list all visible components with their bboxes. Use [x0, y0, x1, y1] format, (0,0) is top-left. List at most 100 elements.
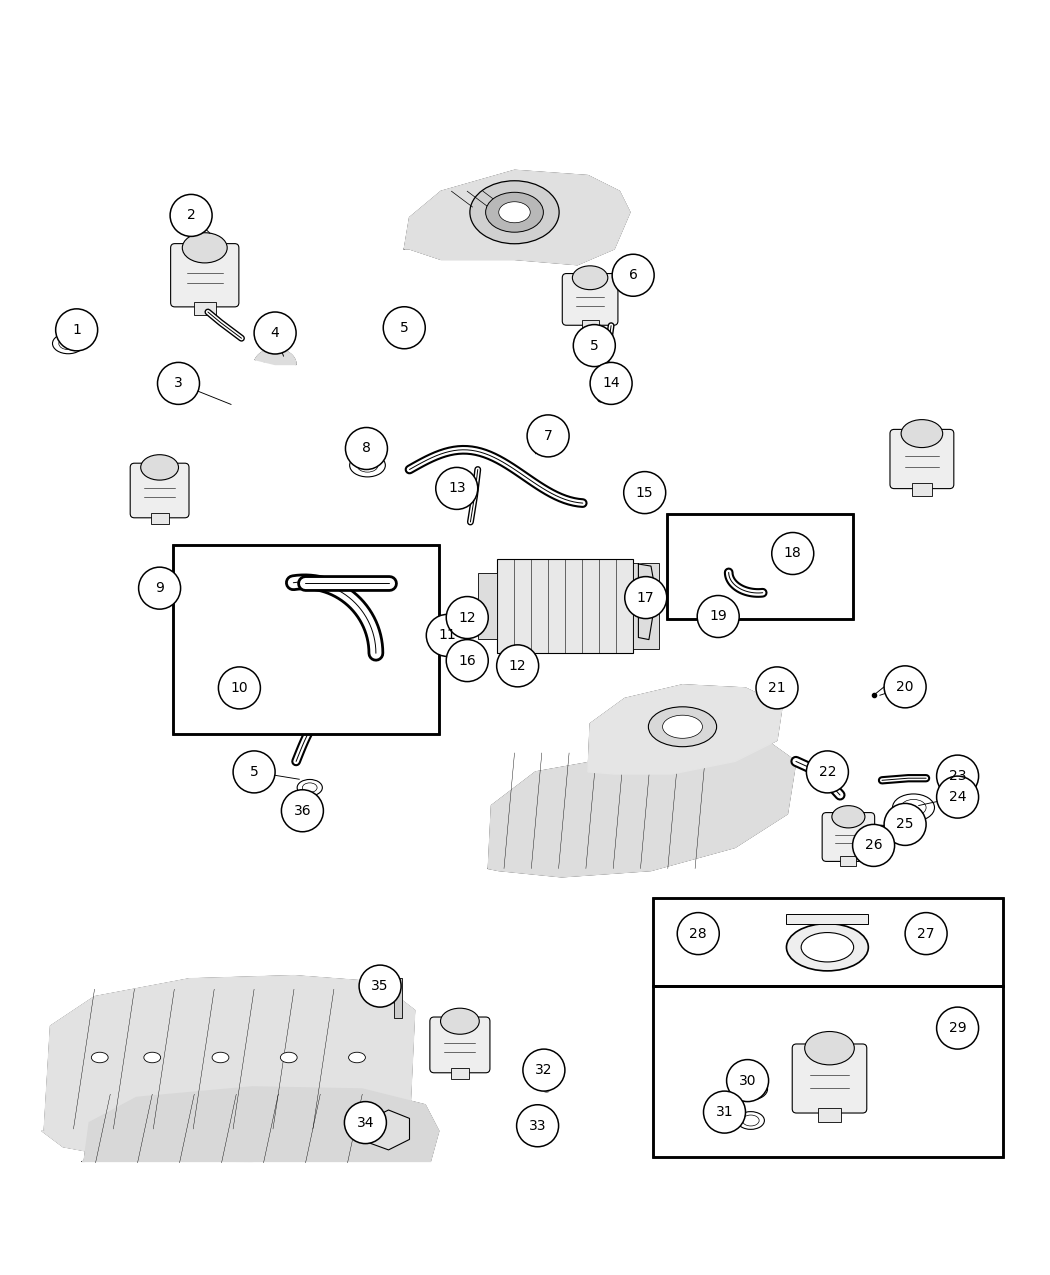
- Circle shape: [527, 414, 569, 456]
- Circle shape: [624, 472, 666, 514]
- Bar: [497, 558, 633, 653]
- Text: 2: 2: [187, 208, 195, 222]
- Bar: [911, 483, 932, 496]
- Text: 15: 15: [636, 486, 653, 500]
- Ellipse shape: [485, 193, 544, 232]
- Bar: [478, 572, 497, 639]
- Circle shape: [772, 533, 814, 575]
- Text: 5: 5: [400, 321, 408, 335]
- Text: 28: 28: [690, 927, 707, 941]
- Ellipse shape: [141, 455, 179, 481]
- FancyBboxPatch shape: [890, 430, 953, 488]
- Bar: [653, 986, 1003, 1158]
- Text: 16: 16: [459, 654, 476, 668]
- Ellipse shape: [220, 676, 258, 700]
- Ellipse shape: [649, 706, 716, 747]
- Circle shape: [853, 825, 895, 867]
- Ellipse shape: [786, 923, 868, 970]
- Polygon shape: [362, 1111, 410, 1150]
- Circle shape: [937, 776, 979, 819]
- Text: 35: 35: [372, 979, 388, 993]
- Ellipse shape: [663, 715, 702, 738]
- Ellipse shape: [350, 454, 385, 477]
- Polygon shape: [638, 564, 656, 640]
- Bar: [667, 514, 853, 618]
- Ellipse shape: [357, 459, 378, 472]
- Circle shape: [426, 615, 468, 657]
- Circle shape: [884, 666, 926, 708]
- Circle shape: [497, 645, 539, 687]
- Polygon shape: [488, 741, 796, 877]
- FancyBboxPatch shape: [563, 274, 618, 325]
- Ellipse shape: [740, 1082, 761, 1095]
- Circle shape: [517, 1104, 559, 1146]
- Circle shape: [383, 307, 425, 349]
- Ellipse shape: [892, 794, 934, 821]
- Ellipse shape: [302, 783, 317, 793]
- Text: 20: 20: [897, 680, 914, 694]
- Text: 25: 25: [897, 817, 914, 831]
- Ellipse shape: [580, 346, 601, 358]
- Circle shape: [523, 1049, 565, 1091]
- Ellipse shape: [349, 1052, 365, 1063]
- Bar: [173, 546, 439, 734]
- Ellipse shape: [59, 338, 78, 349]
- Ellipse shape: [804, 1031, 855, 1065]
- Text: 24: 24: [949, 790, 966, 805]
- Text: 17: 17: [637, 590, 654, 604]
- Polygon shape: [82, 1086, 439, 1162]
- Ellipse shape: [395, 332, 407, 339]
- Ellipse shape: [584, 348, 596, 356]
- Bar: [194, 302, 215, 315]
- Text: 6: 6: [629, 268, 637, 282]
- Polygon shape: [255, 349, 296, 365]
- Circle shape: [158, 362, 200, 404]
- Polygon shape: [588, 685, 782, 774]
- Polygon shape: [404, 171, 630, 265]
- FancyBboxPatch shape: [793, 1044, 867, 1113]
- Bar: [667, 514, 853, 618]
- Ellipse shape: [297, 779, 322, 796]
- Text: 31: 31: [716, 1105, 733, 1119]
- Circle shape: [56, 309, 98, 351]
- Ellipse shape: [901, 799, 926, 816]
- Text: 18: 18: [784, 547, 801, 561]
- Text: 32: 32: [536, 1063, 552, 1077]
- Ellipse shape: [801, 932, 854, 961]
- Circle shape: [806, 751, 848, 793]
- Ellipse shape: [742, 1116, 759, 1126]
- Bar: [653, 898, 1003, 986]
- Circle shape: [359, 965, 401, 1007]
- Text: 19: 19: [710, 609, 727, 623]
- FancyBboxPatch shape: [429, 1017, 490, 1072]
- Ellipse shape: [734, 1079, 768, 1100]
- Bar: [150, 513, 169, 524]
- Ellipse shape: [228, 681, 251, 695]
- Ellipse shape: [183, 233, 227, 263]
- FancyBboxPatch shape: [822, 812, 875, 862]
- Circle shape: [233, 751, 275, 793]
- Bar: [818, 1108, 841, 1122]
- Text: 29: 29: [949, 1021, 966, 1035]
- Text: 22: 22: [819, 765, 836, 779]
- Ellipse shape: [572, 265, 608, 289]
- Circle shape: [218, 667, 260, 709]
- Ellipse shape: [737, 1112, 764, 1130]
- Bar: [394, 978, 402, 1017]
- Circle shape: [281, 789, 323, 831]
- Bar: [633, 564, 659, 649]
- Circle shape: [436, 468, 478, 510]
- Bar: [450, 1067, 469, 1079]
- Ellipse shape: [390, 328, 413, 343]
- Circle shape: [573, 325, 615, 367]
- Text: 7: 7: [544, 428, 552, 442]
- Ellipse shape: [91, 1052, 108, 1063]
- FancyBboxPatch shape: [170, 244, 239, 307]
- Text: 12: 12: [509, 659, 526, 673]
- Text: 10: 10: [231, 681, 248, 695]
- Circle shape: [254, 312, 296, 354]
- Circle shape: [446, 597, 488, 639]
- Bar: [840, 857, 857, 866]
- Circle shape: [704, 1091, 745, 1133]
- Bar: [786, 914, 868, 924]
